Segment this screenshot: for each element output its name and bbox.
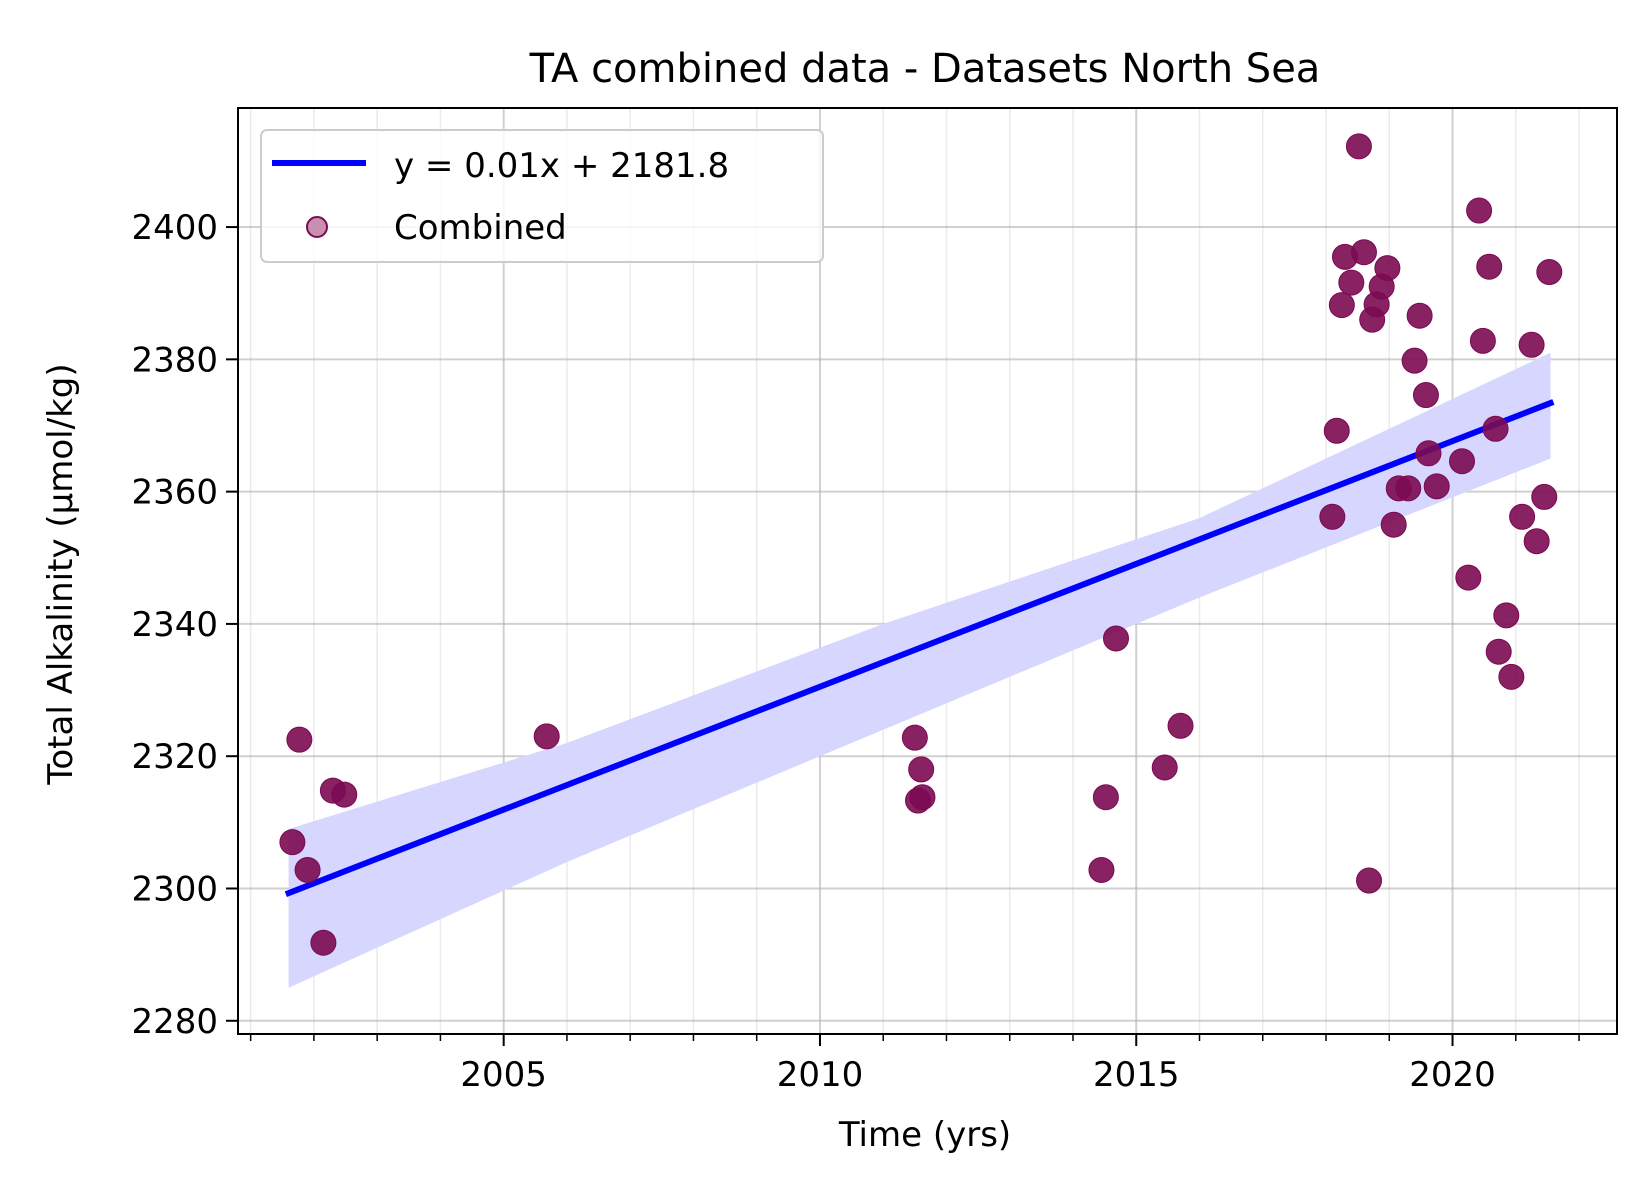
x-tick-label: 2005 xyxy=(460,1055,547,1095)
data-point xyxy=(533,723,560,750)
x-axis-label: Time (yrs) xyxy=(838,1115,1011,1155)
data-point xyxy=(310,929,337,956)
y-tick-label: 2360 xyxy=(131,473,218,513)
data-point xyxy=(1092,784,1119,811)
data-point xyxy=(1498,663,1525,690)
data-point xyxy=(909,784,936,811)
data-point xyxy=(286,726,313,753)
data-point xyxy=(1412,382,1439,409)
data-point xyxy=(1415,440,1442,467)
data-point xyxy=(1167,712,1194,739)
y-tick-label: 2300 xyxy=(131,869,218,909)
y-tick-label: 2380 xyxy=(131,340,218,380)
confidence-band-layer xyxy=(288,352,1551,988)
data-point xyxy=(1395,475,1422,502)
data-points xyxy=(279,133,1563,956)
data-point xyxy=(1493,602,1520,629)
data-point xyxy=(1423,473,1450,500)
legend-point-swatch xyxy=(306,216,328,238)
data-point xyxy=(1323,417,1350,444)
data-point xyxy=(1482,415,1509,442)
legend-label-combined: Combined xyxy=(394,208,567,248)
data-point xyxy=(1449,448,1476,475)
data-point xyxy=(1380,511,1407,538)
data-point xyxy=(1455,564,1482,591)
data-point xyxy=(1374,255,1401,282)
x-tick-label: 2010 xyxy=(777,1055,864,1095)
fit-line-layer xyxy=(284,399,1555,897)
data-point xyxy=(279,829,306,856)
data-point xyxy=(331,781,358,808)
y-axis-label: Total Alkalinity (µmol/kg) xyxy=(41,363,81,785)
legend: y = 0.01x + 2181.8 Combined xyxy=(260,129,824,263)
x-axis-ticks: 2005 2010 2015 2020 xyxy=(249,1034,1580,1095)
data-point xyxy=(1406,302,1433,329)
data-point xyxy=(1469,327,1496,354)
plot-frame xyxy=(237,107,1618,1035)
data-point xyxy=(1319,503,1346,530)
data-point xyxy=(1509,503,1536,530)
data-point xyxy=(1151,754,1178,781)
data-point xyxy=(294,856,321,883)
data-point xyxy=(908,756,935,783)
data-point xyxy=(1401,347,1428,374)
x-tick-label: 2020 xyxy=(1409,1055,1496,1095)
chart-title: TA combined data - Datasets North Sea xyxy=(529,46,1321,92)
data-point xyxy=(1536,259,1563,286)
data-point xyxy=(1523,528,1550,555)
fit-line xyxy=(284,399,1555,897)
data-point xyxy=(1518,331,1545,358)
data-point xyxy=(1328,292,1355,319)
data-point xyxy=(1350,239,1377,266)
data-point xyxy=(1531,483,1558,510)
y-tick-label: 2320 xyxy=(131,737,218,777)
data-point xyxy=(1338,269,1365,296)
y-tick-label: 2400 xyxy=(131,208,218,248)
data-point xyxy=(1088,856,1115,883)
data-point xyxy=(1103,625,1130,652)
legend-box xyxy=(260,129,824,263)
y-tick-label: 2340 xyxy=(131,605,218,645)
data-point xyxy=(1485,638,1512,665)
data-point xyxy=(1356,867,1383,894)
x-tick-label: 2015 xyxy=(1093,1055,1180,1095)
data-point xyxy=(901,724,928,751)
data-point xyxy=(1466,197,1493,224)
data-point xyxy=(1476,253,1503,280)
y-tick-label: 2280 xyxy=(131,1002,218,1042)
y-axis-ticks: 2280 2300 2320 2340 2360 2380 2400 xyxy=(131,208,238,1042)
legend-label-fit: y = 0.01x + 2181.8 xyxy=(394,146,729,186)
confidence-band xyxy=(288,352,1551,988)
data-point xyxy=(1345,133,1372,160)
